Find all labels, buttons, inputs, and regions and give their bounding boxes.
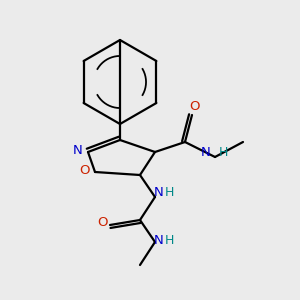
- Text: O: O: [189, 100, 199, 113]
- Text: H: H: [164, 187, 174, 200]
- Text: N: N: [201, 146, 211, 160]
- Text: N: N: [154, 187, 164, 200]
- Text: O: O: [80, 164, 90, 176]
- Text: N: N: [73, 143, 83, 157]
- Text: H: H: [219, 146, 228, 160]
- Text: O: O: [97, 217, 107, 230]
- Text: H: H: [164, 233, 174, 247]
- Text: N: N: [154, 233, 164, 247]
